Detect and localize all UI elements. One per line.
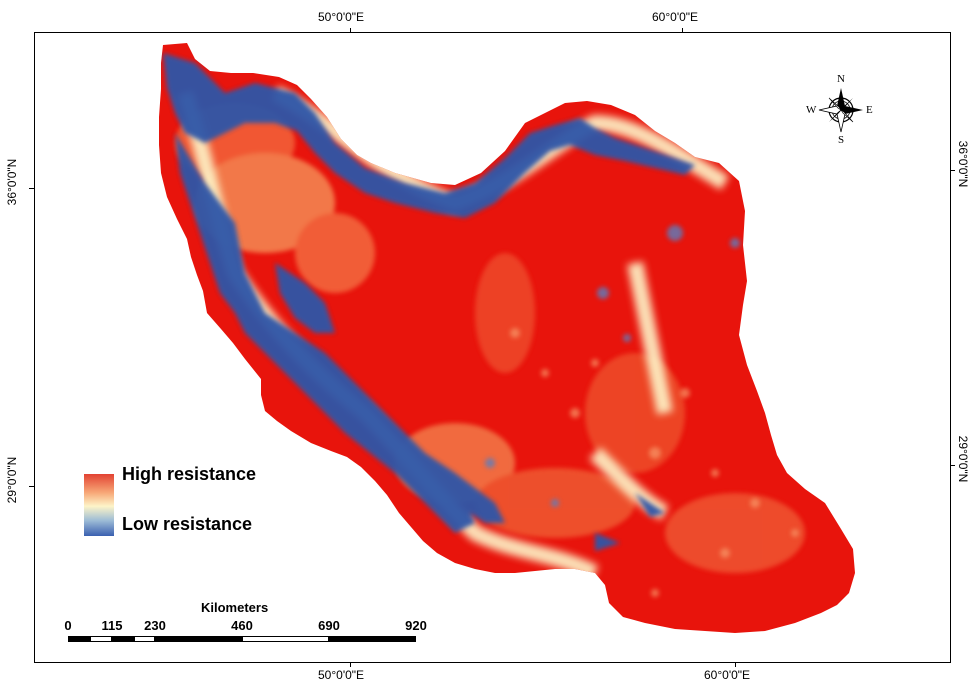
scale-segment <box>90 636 112 642</box>
bottom-longitude-label-60e: 60°0'0"E <box>704 668 751 682</box>
scale-segment <box>242 636 329 642</box>
map-frame <box>34 32 951 663</box>
scale-label-920: 920 <box>405 618 427 633</box>
scale-bar-title: Kilometers <box>201 600 269 615</box>
tick-mark-right-36n <box>950 170 955 171</box>
scale-segment <box>155 636 242 642</box>
tick-mark-top-60e <box>682 28 683 33</box>
tick-mark-left-36n <box>29 188 34 189</box>
tick-mark-bottom-50e <box>350 662 351 667</box>
compass-east-label: E <box>866 104 873 116</box>
map-legend: High resistance Low resistance <box>84 464 284 540</box>
scale-segment <box>134 636 155 642</box>
top-longitude-label-50e: 50°0'0"E <box>318 10 365 24</box>
scale-segment <box>329 636 416 642</box>
left-latitude-label-29n: 29°0'0"N <box>5 456 19 504</box>
right-latitude-label-36n: 36°0'0"N <box>956 140 970 188</box>
legend-color-ramp <box>84 474 114 536</box>
tick-mark-right-29n <box>950 465 955 466</box>
scale-segment <box>68 636 90 642</box>
scale-label-0: 0 <box>64 618 72 633</box>
right-latitude-label-29n: 29°0'0"N <box>956 435 970 483</box>
left-latitude-label-36n: 36°0'0"N <box>5 158 19 206</box>
compass-south-label: S <box>838 134 845 146</box>
scale-label-230: 230 <box>144 618 166 633</box>
legend-low-label: Low resistance <box>122 514 253 534</box>
scale-label-460: 460 <box>231 618 253 633</box>
scale-bar: Kilometers 0 115 230 460 690 920 <box>64 600 436 650</box>
top-longitude-label-60e: 60°0'0"E <box>652 10 699 24</box>
bottom-longitude-label-50e: 50°0'0"E <box>318 668 365 682</box>
scale-label-690: 690 <box>318 618 340 633</box>
tick-mark-left-29n <box>29 486 34 487</box>
scale-label-115: 115 <box>101 618 123 633</box>
compass-rose-icon <box>818 88 863 133</box>
resistance-map <box>159 43 855 633</box>
tick-mark-top-50e <box>350 28 351 33</box>
compass-north-label: N <box>837 73 845 85</box>
compass-west-label: W <box>806 104 817 116</box>
north-arrow-compass: N S E W <box>806 73 874 146</box>
tick-mark-bottom-60e <box>735 662 736 667</box>
legend-high-label: High resistance <box>122 464 257 484</box>
scale-segment <box>112 636 134 642</box>
